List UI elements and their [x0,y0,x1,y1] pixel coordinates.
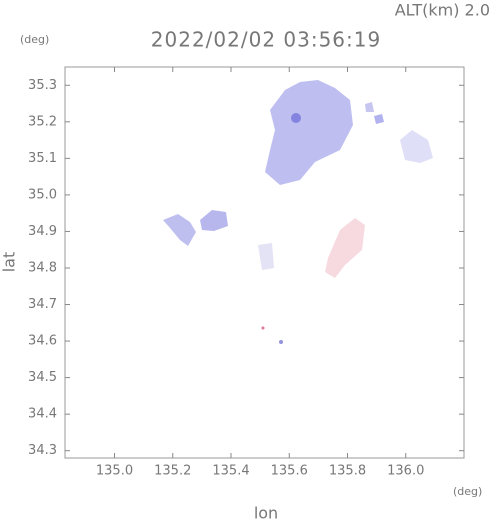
echo-area [200,210,228,231]
echo-dot [279,340,283,344]
echo-area [163,214,196,246]
y-tick-label: 34.4 [28,407,57,422]
y-tick-label: 34.7 [28,297,57,312]
plot-frame [64,66,465,459]
y-tick-label: 34.3 [28,443,57,458]
x-tick-label: 135.8 [329,464,366,479]
y-tick-label: 35.2 [28,114,57,129]
x-axis-label: lon [254,504,278,521]
x-unit: (deg) [453,485,482,498]
x-tick-label: 136.0 [387,464,424,479]
echo-area [374,114,384,124]
echo-area [365,102,374,112]
y-tick-label: 35.1 [28,151,57,166]
echo-area [400,130,433,163]
altitude-label: ALT(km) 2.0 [395,1,490,20]
echo-area [265,80,353,185]
echo-core [291,113,301,123]
chart-title: 2022/02/02 03:56:19 [151,28,381,52]
y-tick-label: 34.9 [28,224,57,239]
x-tick-label: 135.6 [271,464,308,479]
echo-areas [163,80,433,344]
y-tick-label: 35.0 [28,187,57,202]
x-tick-label: 135.2 [154,464,191,479]
echo-area [258,243,274,270]
echo-dot [261,326,265,330]
y-tick-label: 34.8 [28,260,57,275]
y-tick-label: 34.6 [28,334,57,349]
y-tick-label: 34.5 [28,370,57,385]
x-tick-label: 135.4 [212,464,249,479]
echo-area [325,218,365,278]
x-tick-label: 135.0 [96,464,133,479]
y-unit: (deg) [20,33,49,46]
y-tick-label: 35.3 [28,78,57,93]
y-axis-label: lat [0,252,19,273]
